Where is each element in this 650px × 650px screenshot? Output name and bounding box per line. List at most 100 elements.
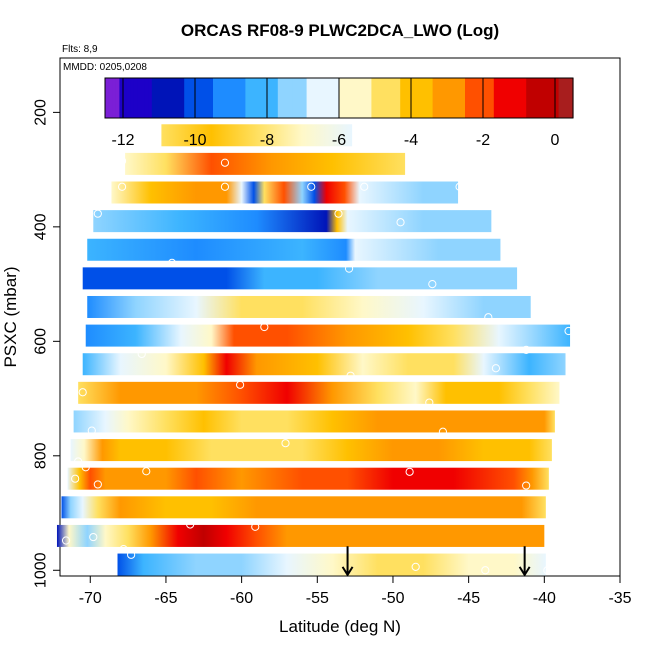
sample-marker <box>74 457 83 466</box>
colorbar-segment <box>407 78 412 118</box>
colorbar-segment <box>252 78 257 118</box>
colorbar-segment <box>371 78 376 118</box>
heatmap-band-590 <box>85 324 571 347</box>
sample-marker <box>411 562 420 571</box>
sample-marker <box>425 398 434 407</box>
heatmap-band-440 <box>87 238 501 261</box>
colorbar-segment <box>130 78 135 118</box>
sample-marker <box>396 218 405 227</box>
y-tick-label: 1000 <box>33 552 50 588</box>
colorbar-segment <box>493 78 498 118</box>
colorbar-segment <box>259 78 264 118</box>
colorbar-segment <box>421 78 426 118</box>
colorbar-segment <box>511 78 516 118</box>
colorbar-segment <box>285 78 290 118</box>
heatmap-band-990 <box>117 553 546 576</box>
colorbar-tick-label: 0 <box>551 132 560 149</box>
sample-marker <box>117 156 127 166</box>
sample-marker <box>142 467 151 476</box>
colorbar-segment <box>202 78 207 118</box>
colorbar-segment <box>400 78 405 118</box>
colorbar-segment <box>522 78 527 118</box>
colorbar-segment <box>508 78 513 118</box>
heatmap-band-490 <box>82 267 518 290</box>
colorbar-segment <box>450 78 455 118</box>
x-tick-label: -35 <box>608 590 631 607</box>
heatmap-band-340 <box>111 181 459 204</box>
colorbar-segment <box>288 78 293 118</box>
colorbar-segment <box>220 78 225 118</box>
colorbar-segment <box>295 78 300 118</box>
sample-marker <box>491 364 500 373</box>
colorbar-segment <box>299 78 304 118</box>
colorbar-segment <box>382 78 387 118</box>
colorbar-segment <box>151 78 156 118</box>
sample-marker <box>71 474 80 483</box>
sample-marker <box>93 480 102 489</box>
y-tick-label: 800 <box>33 442 50 469</box>
colorbar-segment <box>533 78 538 118</box>
sample-marker <box>220 182 230 191</box>
heatmap-band-290 <box>125 152 406 175</box>
colorbar-segment <box>569 78 574 118</box>
x-tick-label: -40 <box>533 590 556 607</box>
colorbar-segment <box>108 78 113 118</box>
sample-marker <box>93 209 102 218</box>
colorbar-segment <box>457 78 462 118</box>
colorbar-segment <box>234 78 239 118</box>
sample-marker <box>438 427 448 436</box>
colorbar-segment <box>115 78 120 118</box>
colorbar-segment <box>504 78 509 118</box>
colorbar-segment <box>396 78 401 118</box>
colorbar-segment <box>119 78 124 118</box>
sample-marker <box>167 258 177 268</box>
colorbar-segment <box>432 78 437 118</box>
sample-marker <box>87 426 96 435</box>
colorbar-segment <box>447 78 452 118</box>
arrow-layer <box>341 546 531 577</box>
colorbar-segment <box>385 78 390 118</box>
x-tick-label: -45 <box>457 590 480 607</box>
heatmap-band-540 <box>87 295 531 318</box>
colorbar-segment <box>335 78 340 118</box>
x-tick-label: -55 <box>306 590 329 607</box>
colorbar-segment <box>544 78 549 118</box>
chart-title: ORCAS RF08-9 PLWC2DCA_LWO (Log) <box>181 21 499 40</box>
colorbar-segment <box>475 78 480 118</box>
colorbar-segment <box>353 78 358 118</box>
sample-marker <box>127 550 136 559</box>
colorbar-segment <box>184 78 189 118</box>
colorbar-segment <box>231 78 236 118</box>
colorbar-segment <box>519 78 524 118</box>
heatmap-band-240 <box>161 124 353 147</box>
colorbar-segment <box>241 78 246 118</box>
sample-marker <box>564 326 573 336</box>
colorbar-segment <box>346 78 351 118</box>
sample-marker <box>307 182 316 191</box>
sample-marker <box>220 158 230 167</box>
y-axis-label: PSXC (mbar) <box>1 266 20 367</box>
colorbar-segment <box>357 78 362 118</box>
colorbar-segment <box>479 78 484 118</box>
sample-marker <box>119 544 128 554</box>
x-tick-label: -50 <box>381 590 404 607</box>
colorbar-segment <box>540 78 545 118</box>
colorbar-segment <box>162 78 167 118</box>
colorbar-segment <box>537 78 542 118</box>
colorbar-segment <box>454 78 459 118</box>
y-tick-label: 400 <box>33 213 50 240</box>
colorbar-segment <box>324 78 329 118</box>
heatmap-band-740 <box>73 410 555 433</box>
colorbar-segment <box>497 78 502 118</box>
colorbar-segment <box>403 78 408 118</box>
sample-marker <box>117 182 127 191</box>
colorbar-segment <box>245 78 250 118</box>
sample-marker <box>61 536 71 545</box>
colorbar-segment <box>256 78 261 118</box>
colorbar-segment <box>177 78 182 118</box>
colorbar-segment <box>364 78 369 118</box>
colorbar-segment <box>565 78 570 118</box>
sample-marker <box>89 532 98 542</box>
colorbar-segment <box>137 78 142 118</box>
